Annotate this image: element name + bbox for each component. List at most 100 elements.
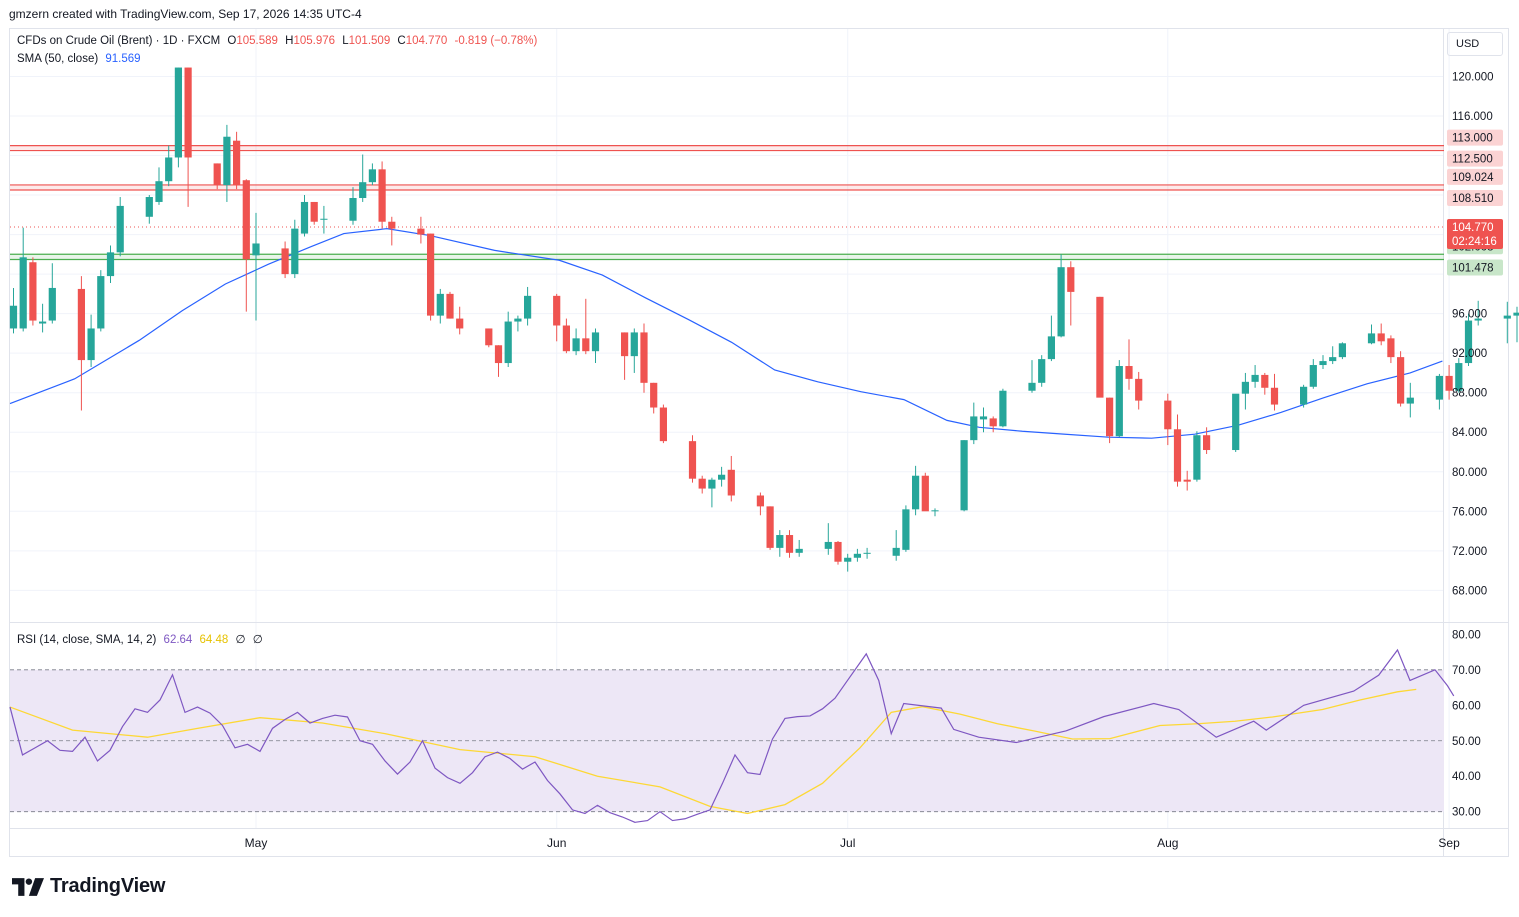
candle — [368, 163, 376, 186]
rsi-label: RSI (14, close, SMA, 14, 2) — [17, 634, 157, 646]
candle-body — [1057, 267, 1065, 337]
rsi-panel — [9, 648, 1455, 823]
candle — [174, 67, 182, 168]
candle-body — [77, 288, 85, 361]
level-tag-bg — [1447, 129, 1503, 146]
rsi-sma-value: 64.48 — [199, 634, 229, 646]
candle — [989, 416, 997, 433]
candle — [824, 523, 832, 555]
rsi-tick-label: 50.00 — [1452, 736, 1481, 748]
candle — [582, 298, 590, 355]
candle — [688, 435, 697, 483]
currency-button[interactable]: USD — [1447, 32, 1503, 56]
candle — [388, 216, 396, 246]
candle — [1319, 355, 1327, 369]
candle — [892, 530, 900, 561]
candle — [9, 287, 18, 334]
candle-body — [39, 321, 47, 324]
candle-body — [1038, 359, 1046, 383]
candle — [242, 179, 250, 312]
candle — [572, 328, 580, 356]
candle — [281, 241, 289, 279]
candle — [1115, 360, 1123, 438]
candle — [756, 492, 764, 516]
candle-body — [320, 218, 328, 220]
candle-body — [1300, 386, 1308, 405]
candle — [718, 466, 726, 487]
candle-body — [1232, 393, 1240, 451]
candle — [1193, 431, 1201, 482]
candle-body — [572, 338, 580, 352]
candle-body — [1115, 366, 1123, 437]
candle — [233, 131, 241, 190]
candle — [1106, 397, 1114, 444]
candle — [97, 270, 105, 332]
level-tag-text: 113.000 — [1452, 133, 1493, 145]
candle-body — [912, 475, 920, 510]
candle-body — [892, 547, 900, 556]
candle — [184, 67, 192, 207]
candle — [912, 465, 920, 516]
candle — [320, 205, 328, 234]
candle-body — [902, 509, 910, 550]
candle-body — [553, 295, 561, 326]
candle — [1474, 300, 1482, 326]
candle-body — [349, 198, 357, 221]
candle-body — [591, 332, 600, 352]
candle — [427, 233, 435, 321]
sma-legend[interactable]: SMA (50, close) 91.569 — [17, 53, 145, 65]
candle-body — [1193, 435, 1201, 480]
candle — [514, 315, 522, 332]
candle-body — [999, 390, 1007, 427]
ohlc-legend[interactable]: CFDs on Crude Oil (Brent) · 1D · FXCM O1… — [17, 35, 541, 47]
candle-body — [650, 382, 658, 408]
candle-body — [970, 416, 978, 441]
candle — [708, 477, 716, 508]
candle-body — [960, 440, 968, 511]
rsi-legend[interactable]: RSI (14, close, SMA, 14, 2) 62.64 64.48 … — [17, 632, 267, 646]
candle-body — [310, 201, 318, 222]
tradingview-logo[interactable]: TradingView — [12, 875, 165, 898]
candle-body — [1106, 397, 1114, 437]
candle — [1173, 414, 1182, 487]
candle-body — [1173, 429, 1182, 482]
candle-body — [1164, 400, 1172, 430]
candle — [456, 306, 464, 335]
time-tick-label: Aug — [1157, 836, 1178, 850]
candle-body — [1309, 365, 1317, 387]
candle — [979, 407, 988, 433]
candle-body — [1241, 381, 1249, 394]
candle — [1135, 371, 1143, 410]
candle — [19, 227, 27, 332]
candle — [116, 197, 124, 257]
candle-body — [1513, 312, 1519, 316]
candle-body — [582, 338, 590, 352]
price-tick-label: 96.000 — [1452, 309, 1487, 321]
candle-body — [184, 67, 192, 158]
price-tick-label: 80.000 — [1452, 467, 1487, 479]
candle — [553, 293, 561, 342]
candle-body — [281, 248, 289, 275]
candle — [1251, 365, 1259, 388]
open-label: O — [227, 35, 237, 47]
candle-body — [48, 287, 56, 321]
candle-body — [659, 407, 667, 442]
candle — [504, 311, 512, 368]
candle-body — [1464, 320, 1473, 364]
candle — [1513, 306, 1519, 343]
sma-label: SMA (50, close) — [17, 53, 99, 65]
candle — [87, 314, 95, 368]
tradingview-logo-icon — [12, 877, 44, 896]
low-value: 101.509 — [348, 35, 391, 47]
candle-body — [456, 318, 464, 329]
resistance-zone — [10, 184, 1444, 190]
rsi-extra-1: ∅ — [235, 634, 246, 646]
candle — [844, 553, 852, 572]
candle — [1047, 315, 1055, 362]
price-axis: 68.000 72.000 76.000 80.000 84.000 88.000 92.0… — [1447, 71, 1503, 819]
candle-body — [252, 243, 260, 256]
resistance-zone — [10, 145, 1444, 151]
candle — [970, 402, 978, 445]
candle — [291, 219, 299, 279]
